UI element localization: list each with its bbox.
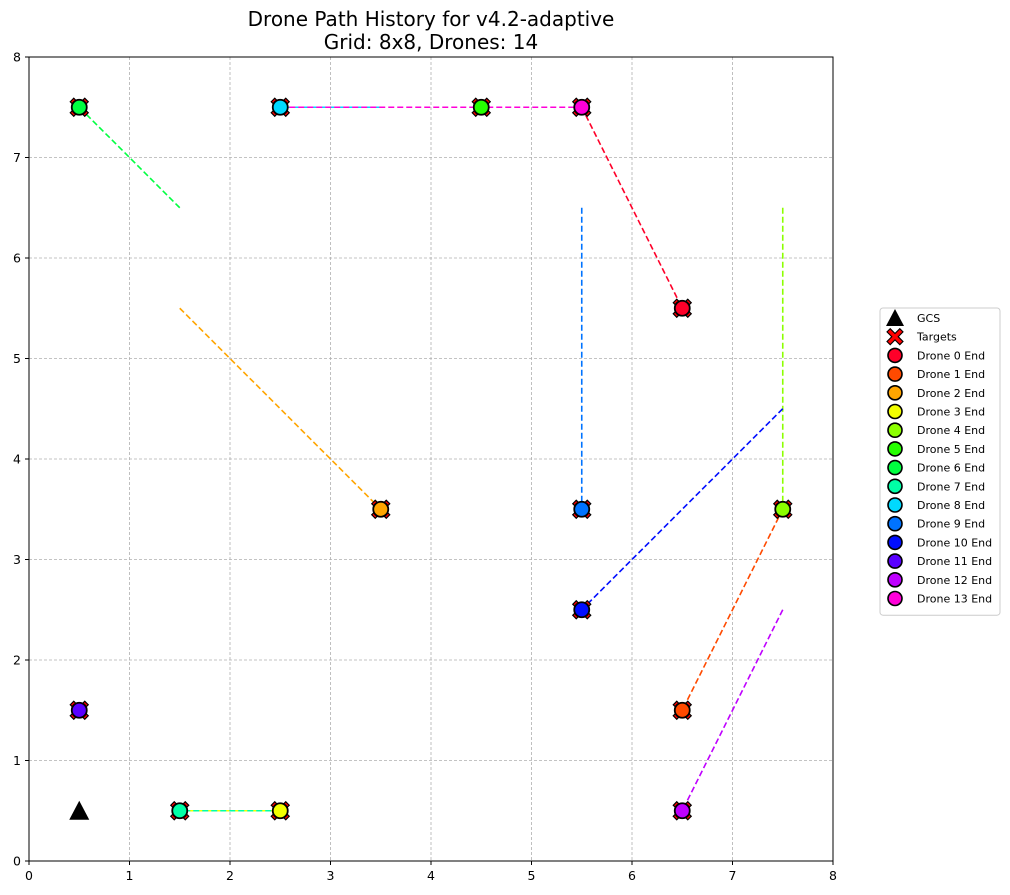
legend-label-drone: Drone 1 End xyxy=(917,368,985,381)
drone-end-marker xyxy=(472,98,490,116)
legend-drone-icon xyxy=(887,553,903,569)
drone-end-marker xyxy=(70,98,88,116)
drone-end-marker xyxy=(573,601,591,619)
drone-paths-layer xyxy=(78,106,784,812)
drone-path-line xyxy=(681,609,784,812)
x-tick-label: 5 xyxy=(528,868,536,883)
drone-end-marker xyxy=(673,802,691,820)
legend-drone-icon xyxy=(887,403,903,420)
y-tick-label: 1 xyxy=(13,753,21,768)
legend-drone-icon xyxy=(887,459,903,476)
axis-ticks-layer: 0 1 2 3 4 5 6 7 8 0 1 2 3 4 5 6 7 8 xyxy=(13,50,837,884)
y-tick-label: 5 xyxy=(13,351,21,366)
legend-label-drone: Drone 2 End xyxy=(917,387,985,400)
chart-title-line1: Drone Path History for v4.2-adaptive xyxy=(248,7,615,31)
grid-layer xyxy=(28,56,834,862)
legend-drone-icon xyxy=(887,497,903,513)
legend-label-drone: Drone 13 End xyxy=(917,593,992,606)
legend-drone-icon xyxy=(887,384,903,401)
drone-end-marker xyxy=(573,98,591,116)
drone-path-line xyxy=(681,508,784,711)
legend-label-drone: Drone 6 End xyxy=(917,462,985,475)
x-tick-label: 4 xyxy=(427,868,435,883)
y-tick-label: 7 xyxy=(13,150,21,165)
legend-label-drone: Drone 3 End xyxy=(917,406,985,419)
legend-drone-icon xyxy=(887,478,903,495)
legend-label-targets: Targets xyxy=(916,331,957,344)
legend-label-drone: Drone 11 End xyxy=(917,555,992,568)
legend-label-drone: Drone 8 End xyxy=(917,499,985,512)
y-tick-label: 2 xyxy=(13,653,21,668)
drone-end-marker xyxy=(271,802,289,820)
x-tick-label: 8 xyxy=(829,868,837,883)
drone-end-marker xyxy=(171,802,189,820)
legend-gcs-icon xyxy=(886,309,904,326)
legend-drone-icon xyxy=(887,441,903,457)
legend-label-drone: Drone 12 End xyxy=(917,574,992,587)
drone-end-marker xyxy=(673,299,691,317)
drone-end-marker xyxy=(70,701,88,719)
legend-label-drone: Drone 4 End xyxy=(917,424,985,437)
legend-label-drone: Drone 5 End xyxy=(917,443,985,456)
drone-end-marker xyxy=(774,500,792,518)
legend-frame xyxy=(879,307,1001,616)
legend-drone-icon xyxy=(887,534,903,551)
drone-end-marker xyxy=(573,500,591,518)
x-tick-label: 0 xyxy=(25,868,33,883)
x-tick-label: 3 xyxy=(327,868,335,883)
drone-ends-layer xyxy=(70,98,792,820)
drone-end-marker xyxy=(271,98,289,116)
drone-path-line xyxy=(581,408,784,611)
x-tick-label: 7 xyxy=(729,868,737,883)
legend-drone-icon xyxy=(887,571,903,588)
legend-drone-icon xyxy=(887,422,903,439)
legend-drone-icon xyxy=(887,515,903,532)
legend-label-drone: Drone 0 End xyxy=(917,349,985,362)
gcs-marker xyxy=(69,800,90,820)
legend-label-drone: Drone 9 End xyxy=(917,518,985,531)
drone-path-line xyxy=(179,307,382,510)
legend-targets-icon xyxy=(886,327,904,346)
drone-path-line xyxy=(581,106,683,309)
x-tick-label: 2 xyxy=(226,868,234,883)
legend-label-drone: Drone 10 End xyxy=(917,536,992,549)
chart-title-line2: Grid: 8x8, Drones: 14 xyxy=(324,30,538,54)
legend-drone-icon xyxy=(887,347,903,364)
chart-legend: GCS Targets Drone 0 End Drone 1 End Drone 2 … xyxy=(879,307,1001,616)
gcs-layer xyxy=(69,800,90,820)
x-tick-label: 1 xyxy=(126,868,134,883)
y-tick-label: 3 xyxy=(13,552,21,567)
y-tick-label: 0 xyxy=(13,854,21,869)
legend-drone-icon xyxy=(887,590,903,607)
drone-end-marker xyxy=(673,701,691,719)
legend-drone-icon xyxy=(887,366,903,382)
x-tick-label: 6 xyxy=(628,868,636,883)
legend-label-drone: Drone 7 End xyxy=(917,480,985,493)
y-tick-label: 6 xyxy=(13,251,21,266)
drone-path-line xyxy=(78,106,181,209)
y-tick-label: 4 xyxy=(13,452,21,467)
drone-end-marker xyxy=(372,500,390,518)
legend-label-gcs: GCS xyxy=(917,312,940,325)
y-tick-label: 8 xyxy=(13,50,21,65)
